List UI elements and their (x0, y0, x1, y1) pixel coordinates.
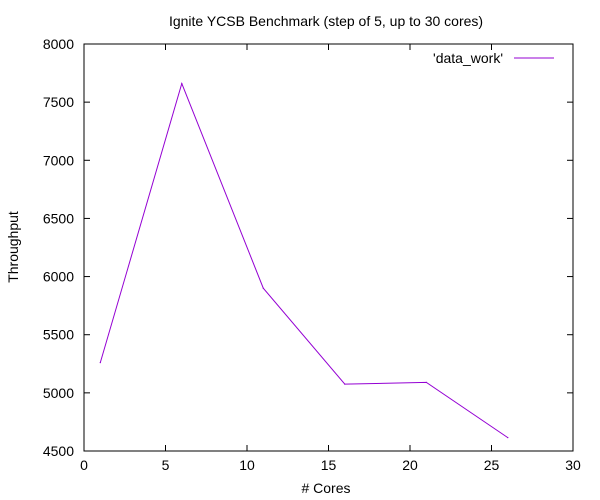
y-tick-label: 6000 (43, 269, 74, 285)
y-tick-label: 7500 (43, 94, 74, 110)
x-axis: 0 5 10 15 20 25 30 (80, 44, 581, 473)
data-point (507, 437, 509, 439)
x-axis-label: # Cores (301, 480, 350, 496)
legend-label-data-work: 'data_work' (433, 50, 503, 66)
legend: 'data_work' (433, 50, 554, 66)
y-axis-label: Throughput (5, 211, 21, 283)
x-tick-label: 25 (484, 457, 500, 473)
y-axis: 4500 5000 5500 6000 6500 7000 7500 8000 (43, 36, 573, 459)
x-tick-label: 10 (239, 457, 255, 473)
plot-frame (83, 43, 574, 452)
y-tick-label: 7000 (43, 152, 74, 168)
chart-title: Ignite YCSB Benchmark (step of 5, up to … (169, 13, 483, 29)
data-point (181, 82, 183, 85)
series-line-data-work (99, 82, 509, 439)
x-tick-label: 5 (162, 457, 170, 473)
data-point (99, 362, 101, 364)
x-tick-label: 0 (80, 457, 88, 473)
data-point (344, 383, 346, 385)
x-tick-label: 20 (402, 457, 418, 473)
y-tick-label: 4500 (43, 443, 74, 459)
y-tick-label: 5500 (43, 327, 74, 343)
x-tick-label: 30 (565, 457, 581, 473)
y-tick-label: 6500 (43, 210, 74, 226)
data-point (425, 381, 427, 383)
x-tick-label: 15 (321, 457, 337, 473)
y-tick-label: 8000 (43, 36, 74, 52)
data-point (262, 287, 264, 289)
series-layer (99, 82, 509, 439)
y-tick-label: 5000 (43, 385, 74, 401)
